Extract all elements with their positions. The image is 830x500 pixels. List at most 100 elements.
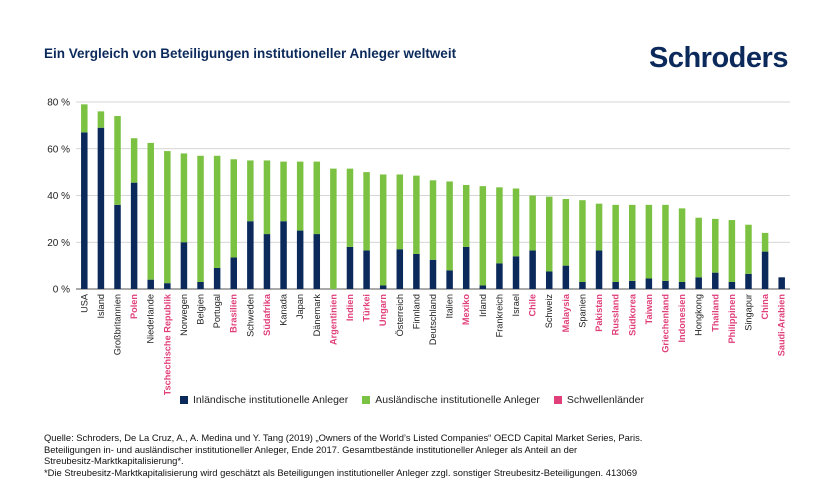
source-line: Streubesitz-Marktkapitalisierung*. — [44, 455, 184, 467]
x-category-label: Singapur — [743, 294, 753, 331]
bar-domestic — [745, 273, 752, 289]
x-category-label: Dänemark — [312, 294, 322, 337]
bar-foreign — [446, 181, 453, 271]
x-category-label: Großbritannien — [113, 294, 123, 355]
bar-domestic — [579, 281, 586, 289]
bars — [81, 104, 785, 290]
bar-foreign — [230, 159, 237, 258]
x-category-label: Spanien — [577, 294, 587, 328]
y-tick-label: 20 % — [47, 238, 70, 249]
bar-foreign — [363, 172, 370, 251]
x-category-label: China — [760, 293, 770, 319]
bar-foreign — [629, 204, 636, 281]
source-note: Quelle: Schroders, De La Cruz, A., A. Me… — [44, 432, 804, 478]
bar-foreign — [313, 161, 321, 235]
bar-domestic — [379, 285, 387, 289]
legend-label-emerging: Schwellenländer — [566, 394, 644, 406]
bar-foreign — [462, 184, 470, 247]
x-category-label: Argentinien — [328, 294, 338, 345]
bar-domestic — [81, 132, 88, 289]
bar-foreign — [761, 232, 769, 252]
legend-label-foreign: Ausländische institutionelle Anleger — [375, 394, 540, 406]
x-category-label: Indonesien — [677, 294, 687, 343]
x-category-label: Ungarn — [378, 294, 388, 327]
x-category-label: Japan — [295, 294, 305, 319]
x-category-label: Mexiko — [461, 294, 471, 326]
bar-domestic — [230, 257, 237, 289]
bar-domestic — [180, 242, 188, 289]
bar-foreign — [197, 155, 204, 282]
x-category-label: Niederlande — [146, 294, 156, 344]
bar-domestic — [213, 267, 221, 289]
bar-foreign — [164, 151, 171, 284]
bar-foreign — [280, 161, 287, 222]
bar-domestic — [645, 278, 653, 289]
bar-domestic — [197, 281, 204, 289]
bar-foreign — [496, 187, 503, 264]
stacked-bar-chart: 0 % 20 % 40 % 60 % 80 % USA Island Großbritann… — [47, 98, 790, 395]
bar-domestic — [662, 280, 669, 289]
bar-domestic — [462, 246, 470, 289]
bar-domestic — [413, 253, 420, 289]
bar-foreign — [728, 220, 736, 282]
x-category-label: Tschechische Republik — [162, 293, 172, 395]
bar-foreign — [612, 204, 619, 282]
x-category-label: Türkei — [362, 294, 372, 322]
bar-foreign — [695, 217, 702, 278]
bar-foreign — [678, 208, 686, 282]
bar-foreign — [81, 104, 88, 133]
x-category-label: Israel — [511, 294, 521, 316]
bar-domestic — [164, 283, 171, 289]
bar-domestic — [429, 259, 437, 289]
bar-domestic — [529, 250, 536, 289]
x-axis-category-labels: USA Island Großbritannien Polen Niederlande T… — [79, 293, 786, 395]
bar-domestic — [147, 279, 154, 289]
bar-domestic — [545, 271, 553, 289]
bar-domestic — [313, 234, 321, 289]
x-category-label: Schweden — [245, 294, 255, 337]
legend-swatch-emerging — [553, 396, 562, 404]
bar-foreign — [247, 160, 254, 222]
bar-domestic — [130, 182, 138, 289]
bar-domestic — [695, 277, 702, 289]
bar-foreign — [512, 188, 520, 257]
bar-domestic — [446, 270, 453, 289]
bar-foreign — [479, 186, 487, 286]
x-category-label: Chile — [528, 294, 538, 316]
bar-domestic — [396, 249, 404, 289]
bar-domestic — [778, 277, 785, 289]
x-category-label: Italien — [445, 294, 455, 319]
chart-title: Ein Vergleich von Beteiligungen institut… — [44, 46, 457, 61]
bar-foreign — [645, 204, 653, 279]
x-category-label: Südkorea — [627, 293, 637, 336]
bar-domestic — [512, 256, 520, 289]
x-category-label: USA — [79, 293, 89, 313]
bar-foreign — [562, 199, 570, 266]
bar-foreign — [413, 175, 420, 254]
source-line: Beteiligungen in- und ausländischer inst… — [44, 443, 578, 455]
source-line: Quelle: Schroders, De La Cruz, A., A. Me… — [44, 432, 643, 443]
legend-item-foreign: Ausländische institutionelle Anleger — [362, 394, 540, 406]
x-category-label: Frankreich — [494, 294, 504, 337]
bar-foreign — [595, 203, 603, 251]
bar-domestic — [629, 280, 636, 289]
bar-foreign — [97, 111, 105, 128]
bar-domestic — [280, 221, 287, 289]
x-category-label: Pakistan — [594, 294, 604, 332]
bar-foreign — [379, 174, 387, 286]
bar-foreign — [213, 155, 221, 268]
bar-domestic — [612, 281, 619, 289]
y-tick-label: 60 % — [47, 144, 70, 155]
x-category-label: Polen — [129, 294, 139, 319]
bar-domestic — [346, 246, 354, 289]
x-category-label: Saudi-Arabien — [777, 294, 787, 357]
bar-domestic — [263, 234, 271, 289]
x-category-label: Taiwan — [644, 294, 654, 325]
bar-foreign — [396, 174, 404, 250]
x-category-label: Thailand — [710, 294, 720, 332]
x-category-label: Hongkong — [694, 294, 704, 336]
legend-label-domestic: Inländische institutionelle Anleger — [193, 394, 349, 406]
x-category-label: Schweiz — [544, 294, 554, 329]
bar-domestic — [114, 204, 121, 289]
x-category-label: Österreich — [395, 294, 405, 336]
